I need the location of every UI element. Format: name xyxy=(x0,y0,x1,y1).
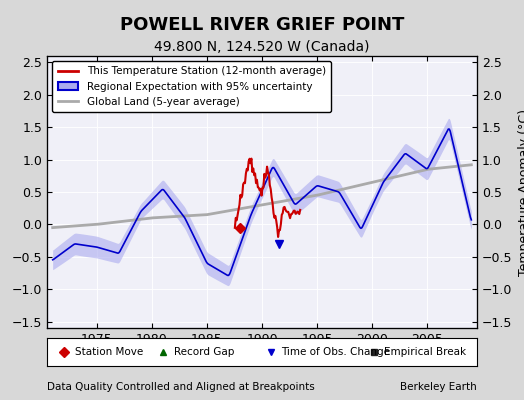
Text: Station Move: Station Move xyxy=(75,347,144,357)
Text: Berkeley Earth: Berkeley Earth xyxy=(400,382,477,392)
Text: Empirical Break: Empirical Break xyxy=(385,347,466,357)
Text: 49.800 N, 124.520 W (Canada): 49.800 N, 124.520 W (Canada) xyxy=(154,40,370,54)
Text: Time of Obs. Change: Time of Obs. Change xyxy=(281,347,390,357)
Text: POWELL RIVER GRIEF POINT: POWELL RIVER GRIEF POINT xyxy=(120,16,404,34)
Legend: This Temperature Station (12-month average), Regional Expectation with 95% uncer: This Temperature Station (12-month avera… xyxy=(52,61,331,112)
Text: Data Quality Controlled and Aligned at Breakpoints: Data Quality Controlled and Aligned at B… xyxy=(47,382,315,392)
Y-axis label: Temperature Anomaly (°C): Temperature Anomaly (°C) xyxy=(518,108,524,276)
Text: Record Gap: Record Gap xyxy=(174,347,234,357)
